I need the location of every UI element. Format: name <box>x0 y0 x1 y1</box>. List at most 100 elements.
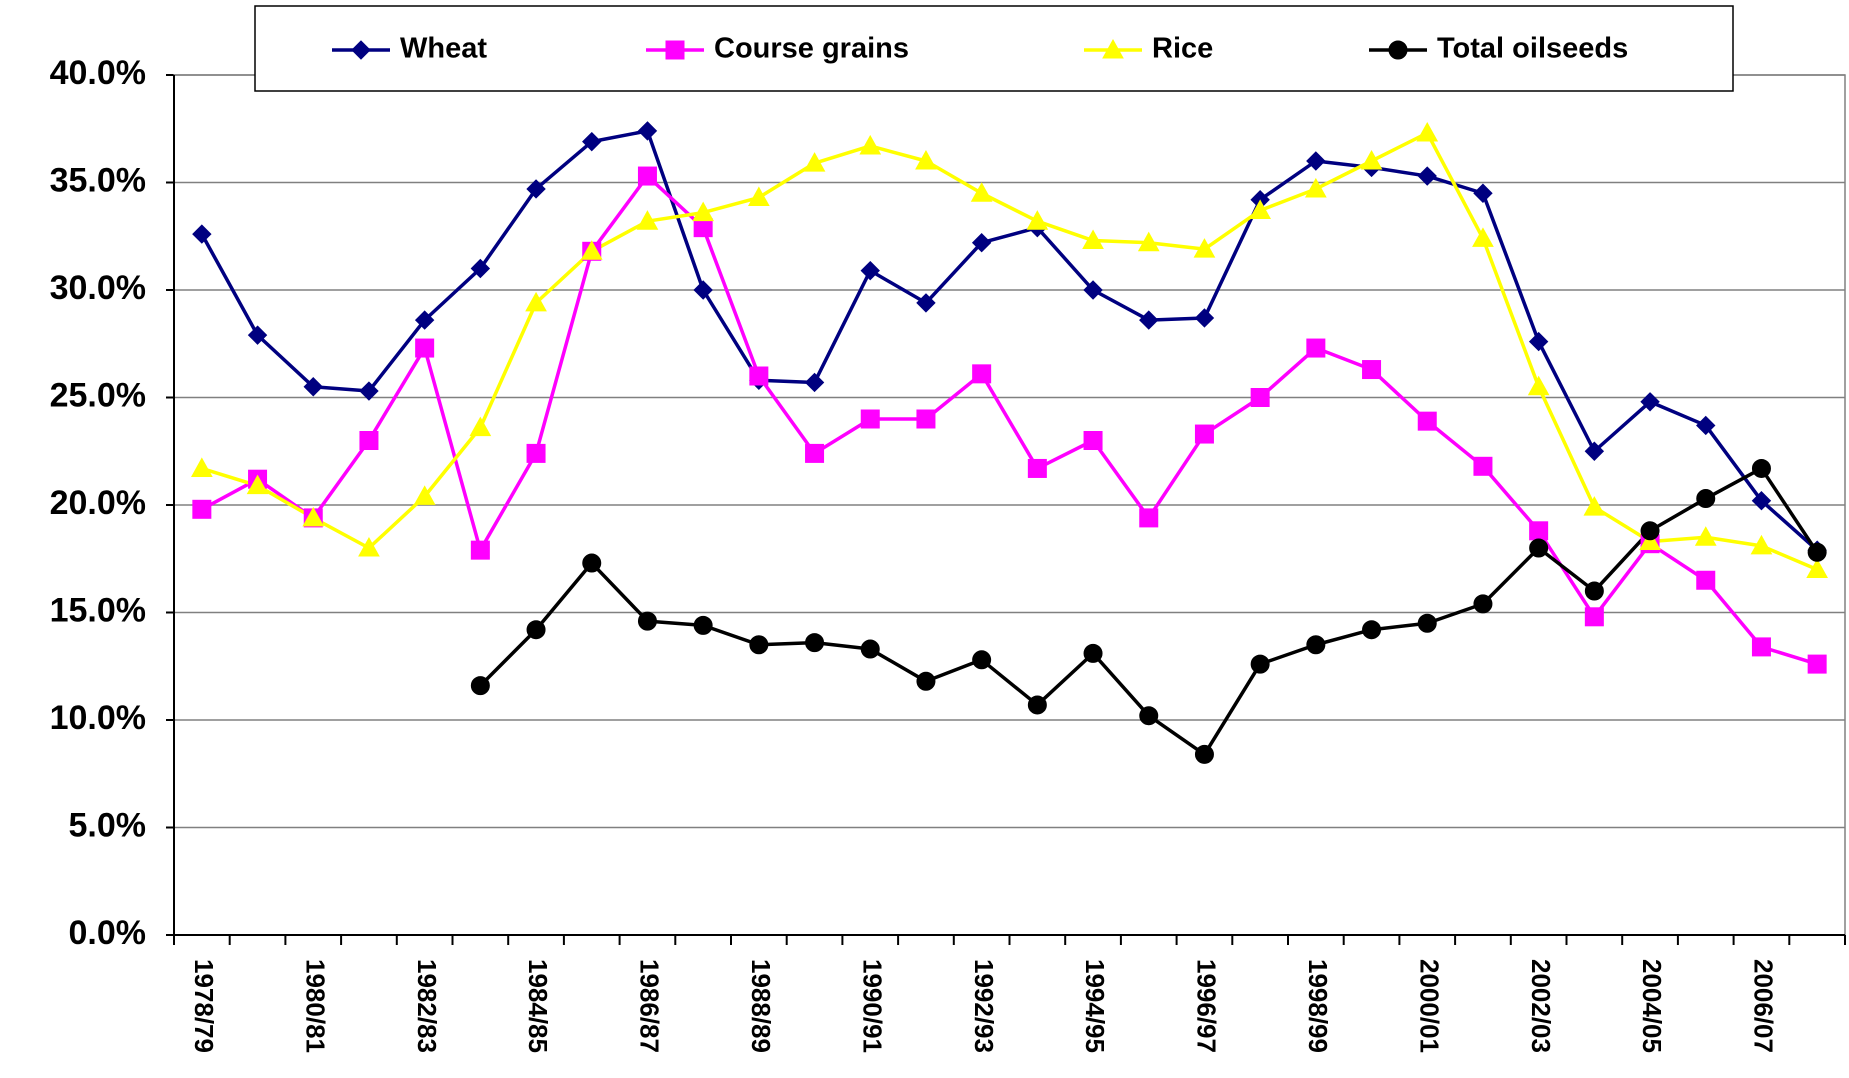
data-point <box>1751 637 1771 657</box>
data-point <box>303 377 323 397</box>
legend-marker <box>1102 38 1124 59</box>
data-point <box>414 310 435 330</box>
data-point <box>804 372 825 393</box>
data-point <box>860 409 880 429</box>
data-point <box>1696 489 1716 509</box>
series-line <box>201 174 1818 666</box>
data-point <box>693 218 713 238</box>
data-point <box>1473 594 1493 614</box>
y-tick-label: 5.0% <box>69 806 147 844</box>
legend-label: Total oilseeds <box>1437 33 1628 65</box>
data-point <box>971 232 992 253</box>
data-point <box>1807 654 1827 674</box>
data-point <box>191 457 213 477</box>
y-tick-label: 40.0% <box>50 54 146 92</box>
data-point <box>972 364 992 384</box>
data-point <box>749 366 769 386</box>
data-point <box>860 639 880 659</box>
data-point <box>859 134 882 155</box>
data-point <box>805 443 825 463</box>
data-point <box>1027 458 1047 478</box>
legend-label: Course grains <box>714 33 909 65</box>
data-point <box>1529 538 1549 558</box>
data-point <box>1584 607 1604 627</box>
x-tick-label: 1994/95 <box>1080 959 1110 1053</box>
data-point <box>693 280 713 300</box>
data-point <box>1527 375 1550 396</box>
x-tick-label: 1980/81 <box>300 959 330 1053</box>
data-point <box>192 499 212 519</box>
data-point <box>526 443 546 463</box>
data-point <box>970 182 993 202</box>
data-point <box>1696 570 1716 590</box>
data-point <box>915 149 937 170</box>
data-point <box>1360 149 1383 170</box>
x-tick-label: 1996/97 <box>1192 959 1222 1053</box>
y-tick-label: 10.0% <box>50 699 146 737</box>
data-point <box>636 210 659 230</box>
data-point <box>1640 392 1660 412</box>
data-point <box>805 633 825 653</box>
data-point <box>1473 456 1493 476</box>
y-tick-label: 20.0% <box>50 484 146 522</box>
data-point <box>580 240 603 260</box>
data-point <box>637 611 657 631</box>
data-point <box>415 338 435 358</box>
data-point <box>1194 424 1214 444</box>
data-point <box>1583 496 1606 516</box>
legend-marker <box>351 40 371 60</box>
data-point <box>1083 280 1103 300</box>
data-point <box>637 121 658 141</box>
data-point <box>470 258 491 279</box>
data-point <box>916 409 936 429</box>
data-point <box>526 620 546 640</box>
y-tick-label: 25.0% <box>50 376 146 414</box>
data-point <box>1640 521 1660 541</box>
data-point <box>1473 183 1493 203</box>
data-point <box>1696 415 1716 436</box>
data-point <box>1306 151 1326 171</box>
series-line <box>200 129 1819 552</box>
data-point <box>302 506 325 527</box>
data-point <box>1806 558 1828 578</box>
data-point <box>1416 122 1439 142</box>
y-tick-label: 15.0% <box>50 591 146 629</box>
legend-label: Rice <box>1152 33 1213 65</box>
data-point <box>1249 199 1271 219</box>
data-point <box>1193 238 1216 258</box>
data-point <box>1417 166 1437 186</box>
data-point <box>748 186 770 207</box>
data-point <box>749 635 769 655</box>
data-point <box>1584 441 1605 461</box>
data-point <box>192 224 212 244</box>
data-point <box>692 201 714 222</box>
data-point <box>1250 388 1270 407</box>
y-tick-label: 0.0% <box>69 914 147 952</box>
data-point <box>1528 331 1549 352</box>
data-point <box>860 260 880 281</box>
x-tick-label: 2004/05 <box>1637 959 1667 1053</box>
x-tick-label: 1986/87 <box>635 959 665 1053</box>
legend-box <box>254 5 1734 92</box>
data-point <box>1751 490 1772 511</box>
legend-label: Wheat <box>400 33 487 65</box>
data-point <box>359 431 379 450</box>
data-point <box>1362 360 1382 380</box>
data-point <box>1750 534 1773 555</box>
data-point <box>359 381 379 401</box>
data-point <box>582 553 602 573</box>
data-point <box>1584 581 1604 601</box>
y-tick-label: 30.0% <box>50 269 146 307</box>
data-point <box>582 131 602 152</box>
data-point <box>1306 635 1326 655</box>
data-point <box>247 325 268 345</box>
x-tick-label: 1982/83 <box>412 959 442 1053</box>
data-point <box>637 166 657 186</box>
data-point <box>470 540 490 560</box>
x-tick-label: 2000/01 <box>1414 959 1444 1053</box>
data-point <box>358 536 380 557</box>
data-point <box>1417 613 1437 633</box>
x-tick-label: 1978/79 <box>189 959 219 1053</box>
data-point <box>1306 338 1326 358</box>
data-point <box>1305 177 1327 198</box>
